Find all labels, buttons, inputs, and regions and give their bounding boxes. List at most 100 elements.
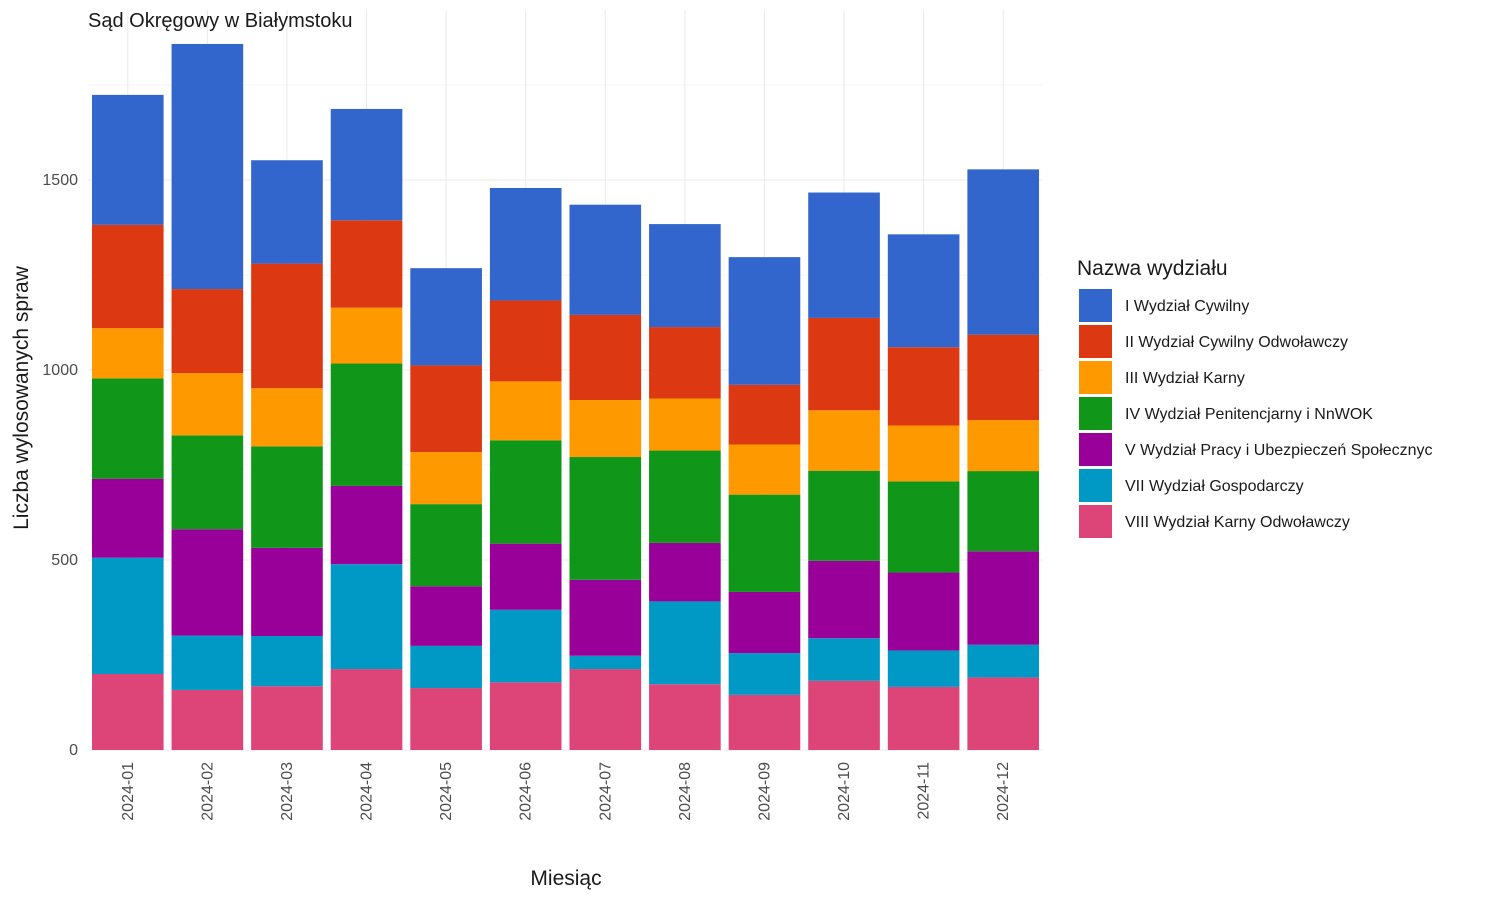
bar-segment-2024-06-s3 [489,381,562,441]
chart-title: Sąd Okręgowy w Białymstoku [88,10,353,32]
legend-swatch [1079,361,1112,394]
bar-segment-2024-12-s3 [967,420,1040,472]
legend-label: VII Wydział Gospodarczy [1125,478,1304,495]
bar-segment-2024-11-s7 [887,686,960,750]
bar-segment-2024-08-s4 [649,450,721,543]
bar-segment-2024-07-s1 [569,204,642,315]
legend-title: Nazwa wydziału [1077,257,1228,280]
legend-label: III Wydział Karny [1125,370,1245,387]
x-tick-label: 2024-03 [279,762,296,821]
bar-segment-2024-09-s2 [728,384,801,445]
bar-segment-2024-11-s1 [887,234,960,348]
x-tick-label: 2024-06 [518,762,535,821]
bar-segment-2024-05-s2 [410,365,482,453]
bar-segment-2024-03-s7 [251,686,323,750]
x-tick-label: 2024-04 [359,762,376,821]
bar-segment-2024-06-s4 [489,440,562,544]
bar-segment-2024-03-s3 [251,388,323,447]
bar-segment-2024-09-s3 [728,444,801,495]
bar-segment-2024-07-s6 [569,655,642,670]
x-tick-label: 2024-02 [199,762,216,821]
x-tick-label: 2024-12 [995,762,1012,821]
bar-segment-2024-01-s4 [91,378,164,479]
bar-segment-2024-07-s3 [569,400,642,458]
bar-segment-2024-04-s3 [330,307,403,364]
legend-swatch [1079,505,1112,538]
bar-segment-2024-12-s2 [967,334,1040,421]
bar-segment-2024-08-s1 [649,224,721,328]
bar-segment-2024-04-s4 [330,363,403,486]
legend-swatch [1079,325,1112,358]
bar-segment-2024-02-s2 [171,289,244,374]
legend-swatch [1079,469,1112,502]
bar-segment-2024-07-s7 [569,669,642,750]
bar-segment-2024-11-s3 [887,425,960,482]
bar-segment-2024-10-s7 [808,680,880,750]
y-tick-label: 0 [69,742,78,759]
bar-segment-2024-08-s2 [649,327,721,399]
bar-segment-2024-07-s5 [569,579,642,656]
bar-segment-2024-03-s5 [251,547,323,636]
x-tick-label: 2024-11 [916,762,933,820]
bar-segment-2024-03-s4 [251,446,323,548]
bar-segment-2024-06-s2 [489,300,562,382]
legend-label: V Wydział Pracy i Ubezpieczeń Społecznyc [1125,442,1433,459]
bar-segment-2024-08-s3 [649,398,721,451]
bar-segment-2024-02-s4 [171,435,244,530]
bar-segment-2024-10-s4 [808,470,880,561]
bar-segment-2024-12-s6 [967,644,1040,678]
bar-segment-2024-10-s6 [808,638,880,681]
x-tick-label: 2024-07 [597,762,614,821]
x-tick-label: 2024-10 [836,762,853,821]
bar-segment-2024-04-s1 [330,108,403,221]
bar-segment-2024-08-s7 [649,684,721,750]
bar-segment-2024-02-s5 [171,529,244,636]
x-axis-title: Miesiąc [530,867,601,890]
bar-segment-2024-06-s1 [489,187,562,301]
bar-segment-2024-06-s7 [489,682,562,750]
bar-segment-2024-02-s1 [171,43,244,290]
legend-label: VIII Wydział Karny Odwoławczy [1125,514,1350,531]
legend-swatch [1079,289,1112,322]
bar-segment-2024-05-s7 [410,688,482,750]
bar-segment-2024-10-s2 [808,317,880,411]
bar-segment-2024-12-s4 [967,471,1040,552]
legend-label: II Wydział Cywilny Odwoławczy [1125,334,1348,351]
y-tick-label: 500 [51,552,78,569]
bar-segment-2024-07-s4 [569,457,642,580]
y-tick-label: 1000 [42,362,78,379]
x-tick-label: 2024-05 [438,762,455,821]
bar-segment-2024-04-s5 [330,485,403,565]
bar-segment-2024-01-s6 [91,557,164,674]
bar-segment-2024-11-s6 [887,650,960,687]
x-tick-label: 2024-08 [677,762,694,821]
bar-segment-2024-09-s1 [728,257,801,385]
bar-segment-2024-01-s1 [91,94,164,225]
bar-segment-2024-07-s2 [569,314,642,401]
bar-segment-2024-09-s4 [728,494,801,592]
legend-swatch [1079,397,1112,430]
y-tick-label: 1500 [42,172,78,189]
bar-segment-2024-01-s5 [91,478,164,558]
bar-segment-2024-09-s5 [728,591,801,654]
bar-segment-2024-05-s6 [410,645,482,689]
bar-segment-2024-12-s7 [967,677,1040,750]
bar-segment-2024-09-s6 [728,653,801,695]
bar-segment-2024-01-s3 [91,328,164,379]
bar-segment-2024-05-s5 [410,586,482,646]
bar-segment-2024-04-s2 [330,220,403,308]
legend-items: I Wydział Cywilny II Wydział Cywilny Odwo… [1079,289,1433,538]
x-tick-label: 2024-09 [756,762,773,821]
x-tick-label: 2024-01 [120,762,137,821]
bar-segment-2024-01-s7 [91,674,164,750]
bar-segment-2024-03-s6 [251,636,323,687]
bar-segment-2024-04-s6 [330,564,403,670]
bar-segment-2024-02-s3 [171,373,244,436]
bar-segment-2024-09-s7 [728,694,801,750]
legend-swatch [1079,433,1112,466]
bar-segment-2024-01-s2 [91,224,164,329]
bar-segment-2024-05-s4 [410,504,482,587]
bar-segment-2024-03-s2 [251,263,323,389]
bar-segment-2024-10-s3 [808,410,880,471]
